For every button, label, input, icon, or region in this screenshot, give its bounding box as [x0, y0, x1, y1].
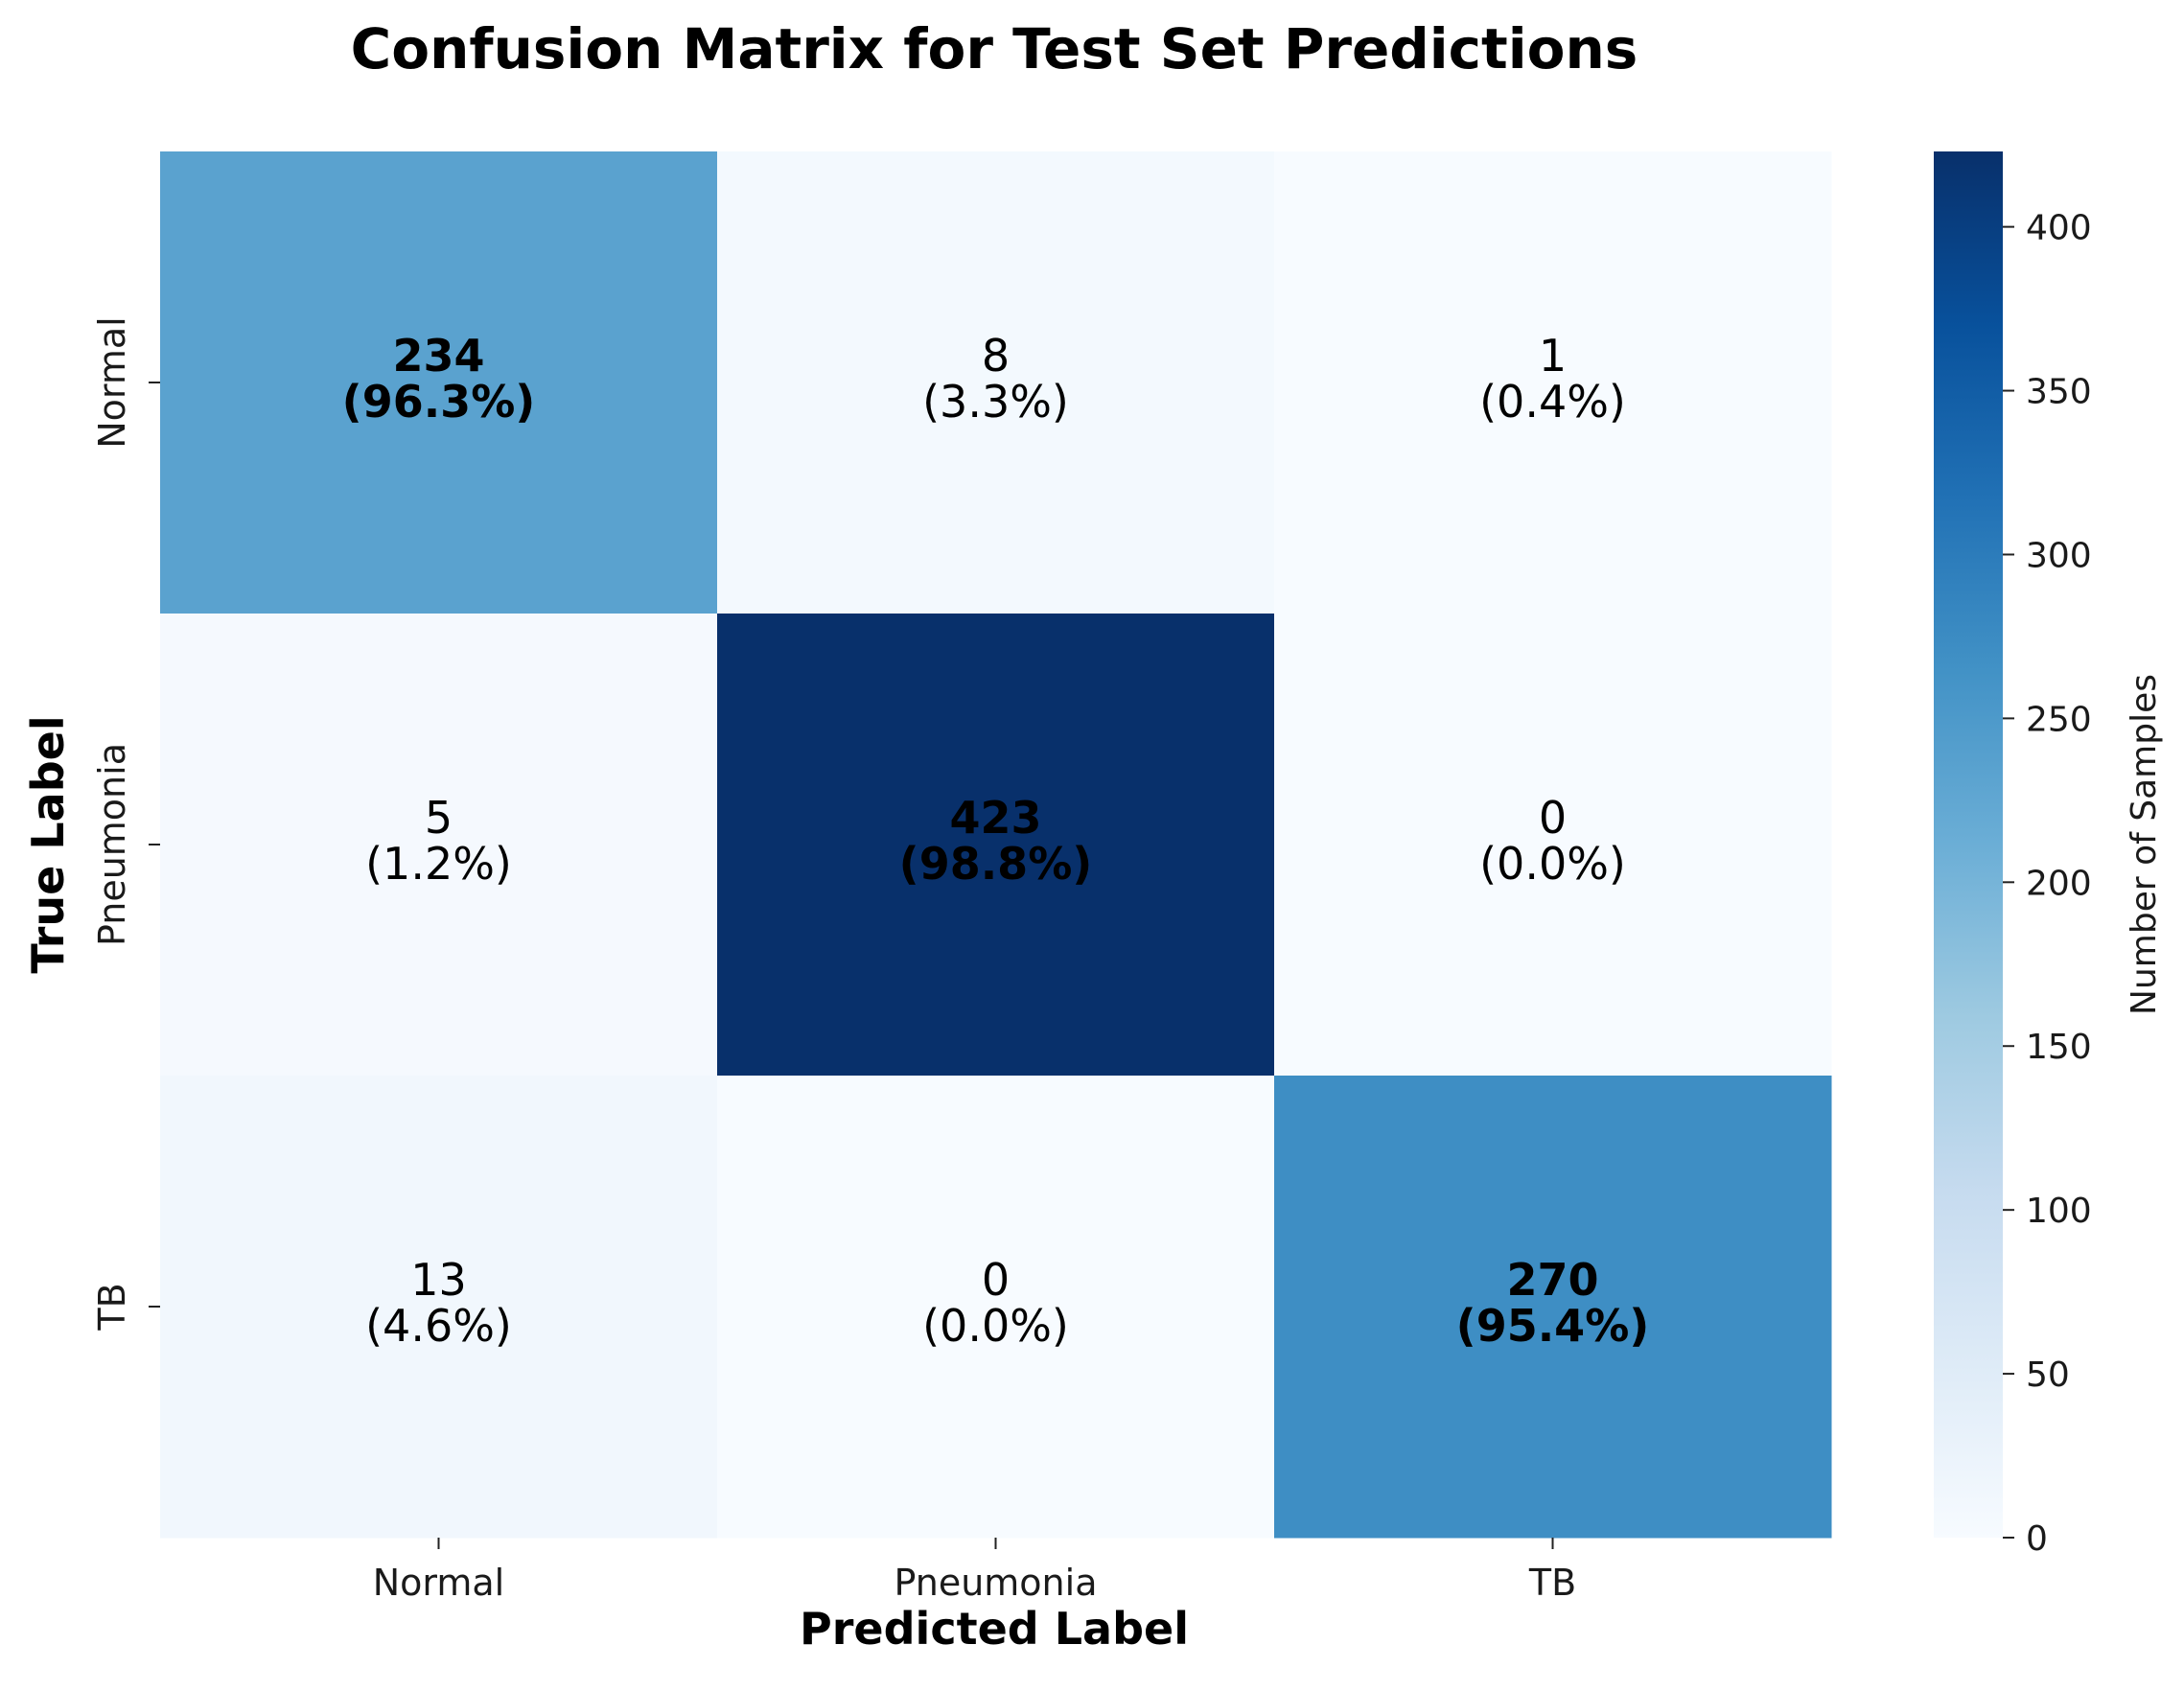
colorbar-tick-label-6: 300 — [2026, 536, 2092, 575]
colorbar-tick-label-7: 350 — [2026, 373, 2092, 412]
cell-percent-0-2: (0.4%) — [1479, 376, 1626, 428]
colorbar-tick-label-1: 50 — [2026, 1355, 2070, 1395]
y-tick-label-0: Normal — [91, 316, 133, 449]
cell-count-1-2: 0 — [1539, 792, 1567, 844]
cell-percent-1-0: (1.2%) — [365, 838, 512, 890]
cell-count-0-0: 234 — [392, 330, 484, 382]
cell-percent-2-2: (95.4%) — [1456, 1300, 1650, 1352]
heatmap-cell-1-0 — [160, 614, 718, 1077]
heatmap-cell-0-0 — [160, 151, 718, 614]
heatmap-cell-2-2 — [1274, 1076, 1832, 1539]
y-tick-label-2: TB — [91, 1283, 133, 1331]
x-tick-label-1: Pneumonia — [895, 1562, 1098, 1604]
colorbar-tick-label-5: 250 — [2026, 700, 2092, 739]
cell-percent-1-1: (98.8%) — [899, 838, 1093, 890]
cell-percent-2-1: (0.0%) — [922, 1300, 1069, 1352]
heatmap-cell-2-0 — [160, 1076, 718, 1539]
cell-percent-2-0: (4.6%) — [365, 1300, 512, 1352]
cell-percent-0-0: (96.3%) — [342, 376, 536, 428]
colorbar-label: Number of Samples — [2125, 674, 2164, 1015]
heatmap-cell-0-2 — [1274, 151, 1832, 614]
y-tick-label-1: Pneumonia — [91, 743, 133, 946]
cell-count-1-0: 5 — [425, 792, 453, 844]
cell-percent-1-2: (0.0%) — [1479, 838, 1626, 890]
chart-title: Confusion Matrix for Test Set Prediction… — [351, 16, 1638, 81]
x-axis-title: Predicted Label — [800, 1603, 1189, 1655]
heatmap-cell-0-1 — [717, 151, 1275, 614]
x-tick-label-0: Normal — [373, 1562, 505, 1604]
cell-count-2-2: 270 — [1506, 1254, 1598, 1306]
cell-count-0-1: 8 — [982, 330, 1010, 382]
cell-percent-0-1: (3.3%) — [922, 376, 1069, 428]
y-axis-ticks: Normal Pneumonia TB — [91, 316, 160, 1332]
colorbar-tick-label-2: 100 — [2026, 1192, 2092, 1231]
heatmap-cells: 234(96.3%) 8(3.3%) 1(0.4%) 5(1.2%) 423(98.8%… — [160, 151, 1832, 1539]
colorbar-tick-label-0: 0 — [2026, 1519, 2048, 1559]
heatmap-cell-2-1 — [717, 1076, 1275, 1539]
colorbar-tick-label-8: 400 — [2026, 209, 2092, 248]
colorbar — [1934, 151, 2003, 1538]
colorbar-tick-label-3: 150 — [2026, 1028, 2092, 1067]
y-axis-title: True Label — [22, 715, 74, 973]
cell-count-2-1: 0 — [982, 1254, 1010, 1306]
heatmap-cell-1-1 — [717, 614, 1275, 1077]
cell-count-0-2: 1 — [1539, 330, 1567, 382]
colorbar-tick-label-4: 200 — [2026, 864, 2092, 903]
colorbar-ticks: 0 50 100 150 200 250 300 350 400 — [2003, 209, 2092, 1559]
cell-count-1-1: 423 — [949, 792, 1041, 844]
x-tick-label-2: TB — [1528, 1562, 1576, 1604]
cell-count-2-0: 13 — [410, 1254, 467, 1306]
x-axis-ticks: Normal Pneumonia TB — [373, 1538, 1576, 1604]
heatmap-cell-1-2 — [1274, 614, 1832, 1077]
